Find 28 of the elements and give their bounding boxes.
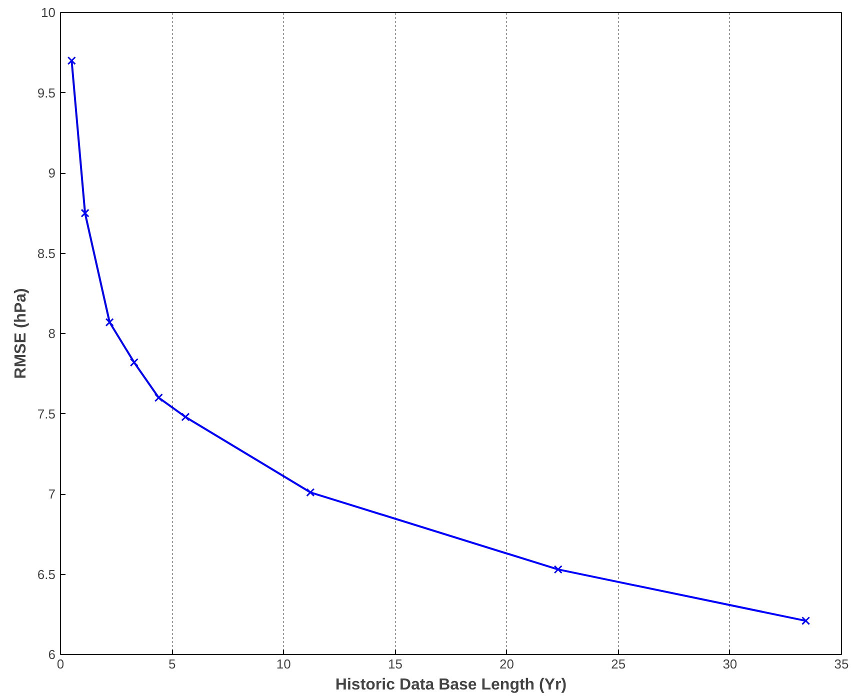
y-tick-label: 6 [48,647,56,662]
x-tick-label: 5 [168,656,176,672]
point [80,208,90,218]
point [154,393,163,402]
x-tick-label: 15 [388,656,402,672]
x-tick-label: 10 [276,656,291,672]
x-tick-label: 20 [500,656,514,672]
x-tick-label: 35 [834,656,849,672]
x-tick-label: 25 [611,656,626,672]
x-tick-label: 30 [722,656,738,672]
y-axis-title: RMSE (hPa) [12,288,30,379]
y-tick-label: 8 [48,326,56,341]
point [554,565,562,574]
x-tick-label: 0 [56,656,64,672]
point [130,358,138,367]
x-axis-title: Historic Data Base Length (Yr) [335,676,567,694]
point [67,56,76,65]
y-tick-label: 7.5 [37,406,56,422]
point [802,616,810,626]
y-tick-label: 6.5 [37,566,56,582]
y-tick-label: 9.5 [37,85,56,100]
y-tick-label: 8.5 [37,246,56,261]
point [306,488,315,497]
y-tick-label: 7 [48,486,56,502]
point [181,412,190,422]
y-tick-label: 10 [41,5,56,20]
y-tick-label: 9 [48,166,56,180]
point [105,318,114,327]
